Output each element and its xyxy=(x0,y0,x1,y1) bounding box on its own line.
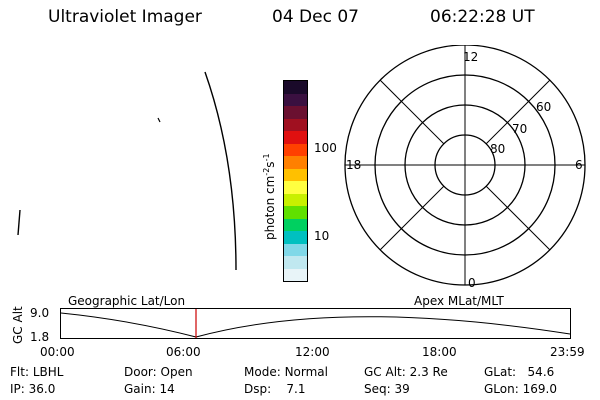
gain-field: Gain: 14 xyxy=(124,382,175,396)
mlt-label-18: 18 xyxy=(346,158,361,172)
colorbar-segment xyxy=(284,143,307,156)
colorbar-segment xyxy=(284,268,307,281)
timeline-x-tick-1200: 12:00 xyxy=(295,345,330,359)
colorbar-segment xyxy=(284,206,307,219)
colorbar-tick-100: 100 xyxy=(314,141,337,155)
glon-field: GLon: 169.0 xyxy=(484,382,557,396)
timeline-plot xyxy=(60,308,571,339)
colorbar-segment xyxy=(284,131,307,144)
color-bar xyxy=(283,80,308,282)
gcalt-field: GC Alt: 2.3 Re xyxy=(364,365,448,379)
mlt-spoke xyxy=(485,79,551,145)
filter-field: Flt: LBHL xyxy=(10,365,64,379)
timeline-left-title: Geographic Lat/Lon xyxy=(68,294,186,308)
mlt-label-12: 12 xyxy=(463,50,478,64)
colorbar-segment xyxy=(284,243,307,256)
mode-field: Mode: Normal xyxy=(244,365,328,379)
colorbar-segment xyxy=(284,231,307,244)
mlt-label-6: 6 xyxy=(575,158,583,172)
mlt-spoke xyxy=(379,185,445,251)
polar-plot: 12 18 6 0 60 70 80 xyxy=(344,45,586,290)
colorbar-segment xyxy=(284,81,307,94)
timeline-x-tick-0000: 00:00 xyxy=(40,345,75,359)
colorbar-tick-10: 10 xyxy=(314,229,330,243)
colorbar-segment xyxy=(284,218,307,231)
colorbar-segment xyxy=(284,256,307,269)
colorbar-segment xyxy=(284,193,307,206)
colorbar-segment xyxy=(284,156,307,169)
altitude-curve xyxy=(60,312,571,338)
seq-field: Seq: 39 xyxy=(364,382,410,396)
lat-label-60: 60 xyxy=(536,100,551,114)
limb-fragment-dot xyxy=(157,117,161,123)
mlt-label-0: 0 xyxy=(468,276,476,290)
lat-label-80: 80 xyxy=(490,142,505,156)
door-field: Door: Open xyxy=(124,365,193,379)
mlt-spoke xyxy=(379,79,445,145)
uv-image-area xyxy=(17,71,237,271)
colorbar-segment xyxy=(284,106,307,119)
dsp-field: Dsp: 7.1 xyxy=(244,382,306,396)
colorbar-segment xyxy=(284,93,307,106)
limb-arc xyxy=(204,71,237,271)
colorbar-segment xyxy=(284,118,307,131)
time-label: 06:22:28 UT xyxy=(430,7,535,27)
lat-label-70: 70 xyxy=(512,122,527,136)
mlt-spoke xyxy=(485,185,551,251)
timeline-right-title: Apex MLat/MLT xyxy=(414,294,504,308)
timeline-y-axis-label: GC Alt xyxy=(11,306,25,344)
timeline-x-tick-0600: 06:00 xyxy=(166,345,201,359)
timeline-frame xyxy=(60,308,571,339)
timeline-x-tick-2359: 23:59 xyxy=(550,345,585,359)
glat-field: GLat: 54.6 xyxy=(484,365,555,379)
colorbar-unit-label: photon cm-2s-1 xyxy=(262,153,277,240)
colorbar-segment xyxy=(284,181,307,194)
timeline-y-tick-high: 9.0 xyxy=(30,306,50,320)
instrument-title: Ultraviolet Imager xyxy=(48,7,202,27)
limb-fragment-left xyxy=(17,209,21,236)
colorbar-segment xyxy=(284,168,307,181)
timeline-y-tick-low: 1.8 xyxy=(30,330,50,344)
date-label: 04 Dec 07 xyxy=(272,7,359,27)
ip-field: IP: 36.0 xyxy=(10,382,56,396)
timeline-x-tick-1800: 18:00 xyxy=(422,345,457,359)
